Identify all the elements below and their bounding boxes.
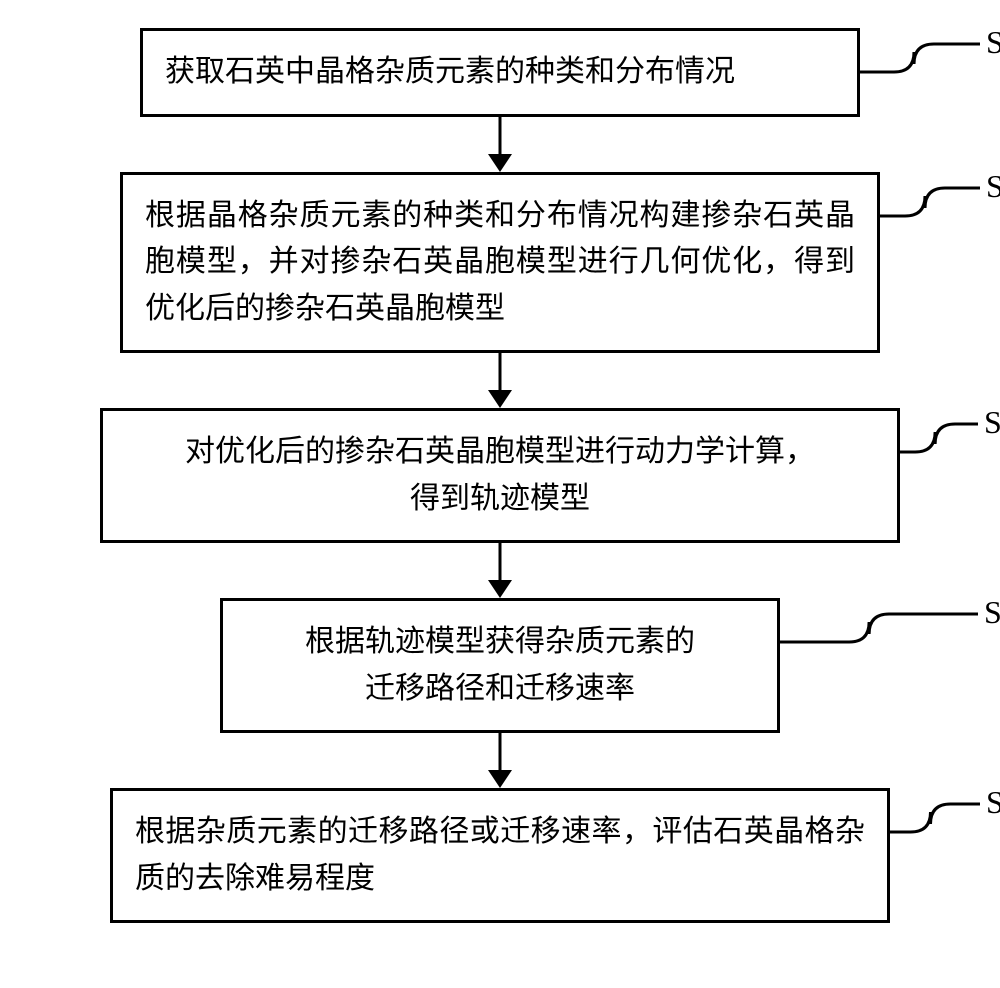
step-s2-connector [880, 186, 980, 214]
step-s5-label: S5 [986, 784, 1000, 821]
step-s2-box: 根据晶格杂质元素的种类和分布情况构建掺杂石英晶胞模型，并对掺杂石英晶胞模型进行几… [120, 172, 880, 354]
step-s3-row: 对优化后的掺杂石英晶胞模型进行动力学计算，得到轨迹模型 S3 [0, 408, 1000, 543]
arrow-s2-s3 [488, 353, 512, 408]
step-s4-row: 根据轨迹模型获得杂质元素的迁移路径和迁移速率 S4 [0, 598, 1000, 733]
step-s4-text: 根据轨迹模型获得杂质元素的迁移路径和迁移速率 [245, 619, 755, 712]
step-s1-label: S1 [986, 24, 1000, 61]
step-s5-connector [890, 802, 980, 830]
step-s1-text: 获取石英中晶格杂质元素的种类和分布情况 [165, 49, 835, 96]
step-s3-connector [900, 422, 978, 450]
step-s4-box: 根据轨迹模型获得杂质元素的迁移路径和迁移速率 [220, 598, 780, 733]
arrow-s1-s2 [488, 117, 512, 172]
step-s4-wrap: 根据轨迹模型获得杂质元素的迁移路径和迁移速率 S4 [0, 598, 1000, 788]
step-s5-text: 根据杂质元素的迁移路径或迁移速率，评估石英晶格杂质的去除难易程度 [135, 809, 865, 902]
step-s1-connector [860, 42, 980, 70]
step-s3-label: S3 [984, 404, 1000, 441]
step-s3-text: 对优化后的掺杂石英晶胞模型进行动力学计算，得到轨迹模型 [125, 429, 875, 522]
step-s3-box: 对优化后的掺杂石英晶胞模型进行动力学计算，得到轨迹模型 [100, 408, 900, 543]
step-s2-text: 根据晶格杂质元素的种类和分布情况构建掺杂石英晶胞模型，并对掺杂石英晶胞模型进行几… [145, 193, 855, 333]
arrow-s3-s4 [488, 543, 512, 598]
step-s2-row: 根据晶格杂质元素的种类和分布情况构建掺杂石英晶胞模型，并对掺杂石英晶胞模型进行几… [0, 172, 1000, 354]
step-s5-row: 根据杂质元素的迁移路径或迁移速率，评估石英晶格杂质的去除难易程度 S5 [0, 788, 1000, 923]
step-s2-wrap: 根据晶格杂质元素的种类和分布情况构建掺杂石英晶胞模型，并对掺杂石英晶胞模型进行几… [0, 172, 1000, 409]
arrow-s4-s5 [488, 733, 512, 788]
step-s3-wrap: 对优化后的掺杂石英晶胞模型进行动力学计算，得到轨迹模型 S3 [0, 408, 1000, 598]
step-s4-label: S4 [984, 594, 1000, 631]
step-s5-wrap: 根据杂质元素的迁移路径或迁移速率，评估石英晶格杂质的去除难易程度 S5 [0, 788, 1000, 923]
step-s4-connector [780, 612, 978, 640]
step-s2-label: S2 [986, 168, 1000, 205]
step-s1-box: 获取石英中晶格杂质元素的种类和分布情况 [140, 28, 860, 117]
step-s1-row: 获取石英中晶格杂质元素的种类和分布情况 S1 [0, 28, 1000, 117]
step-s1-wrap: 获取石英中晶格杂质元素的种类和分布情况 S1 [0, 28, 1000, 172]
step-s5-box: 根据杂质元素的迁移路径或迁移速率，评估石英晶格杂质的去除难易程度 [110, 788, 890, 923]
flowchart-container: 获取石英中晶格杂质元素的种类和分布情况 S1 根据晶格杂质元素的种类和分布情况构… [0, 0, 1000, 988]
